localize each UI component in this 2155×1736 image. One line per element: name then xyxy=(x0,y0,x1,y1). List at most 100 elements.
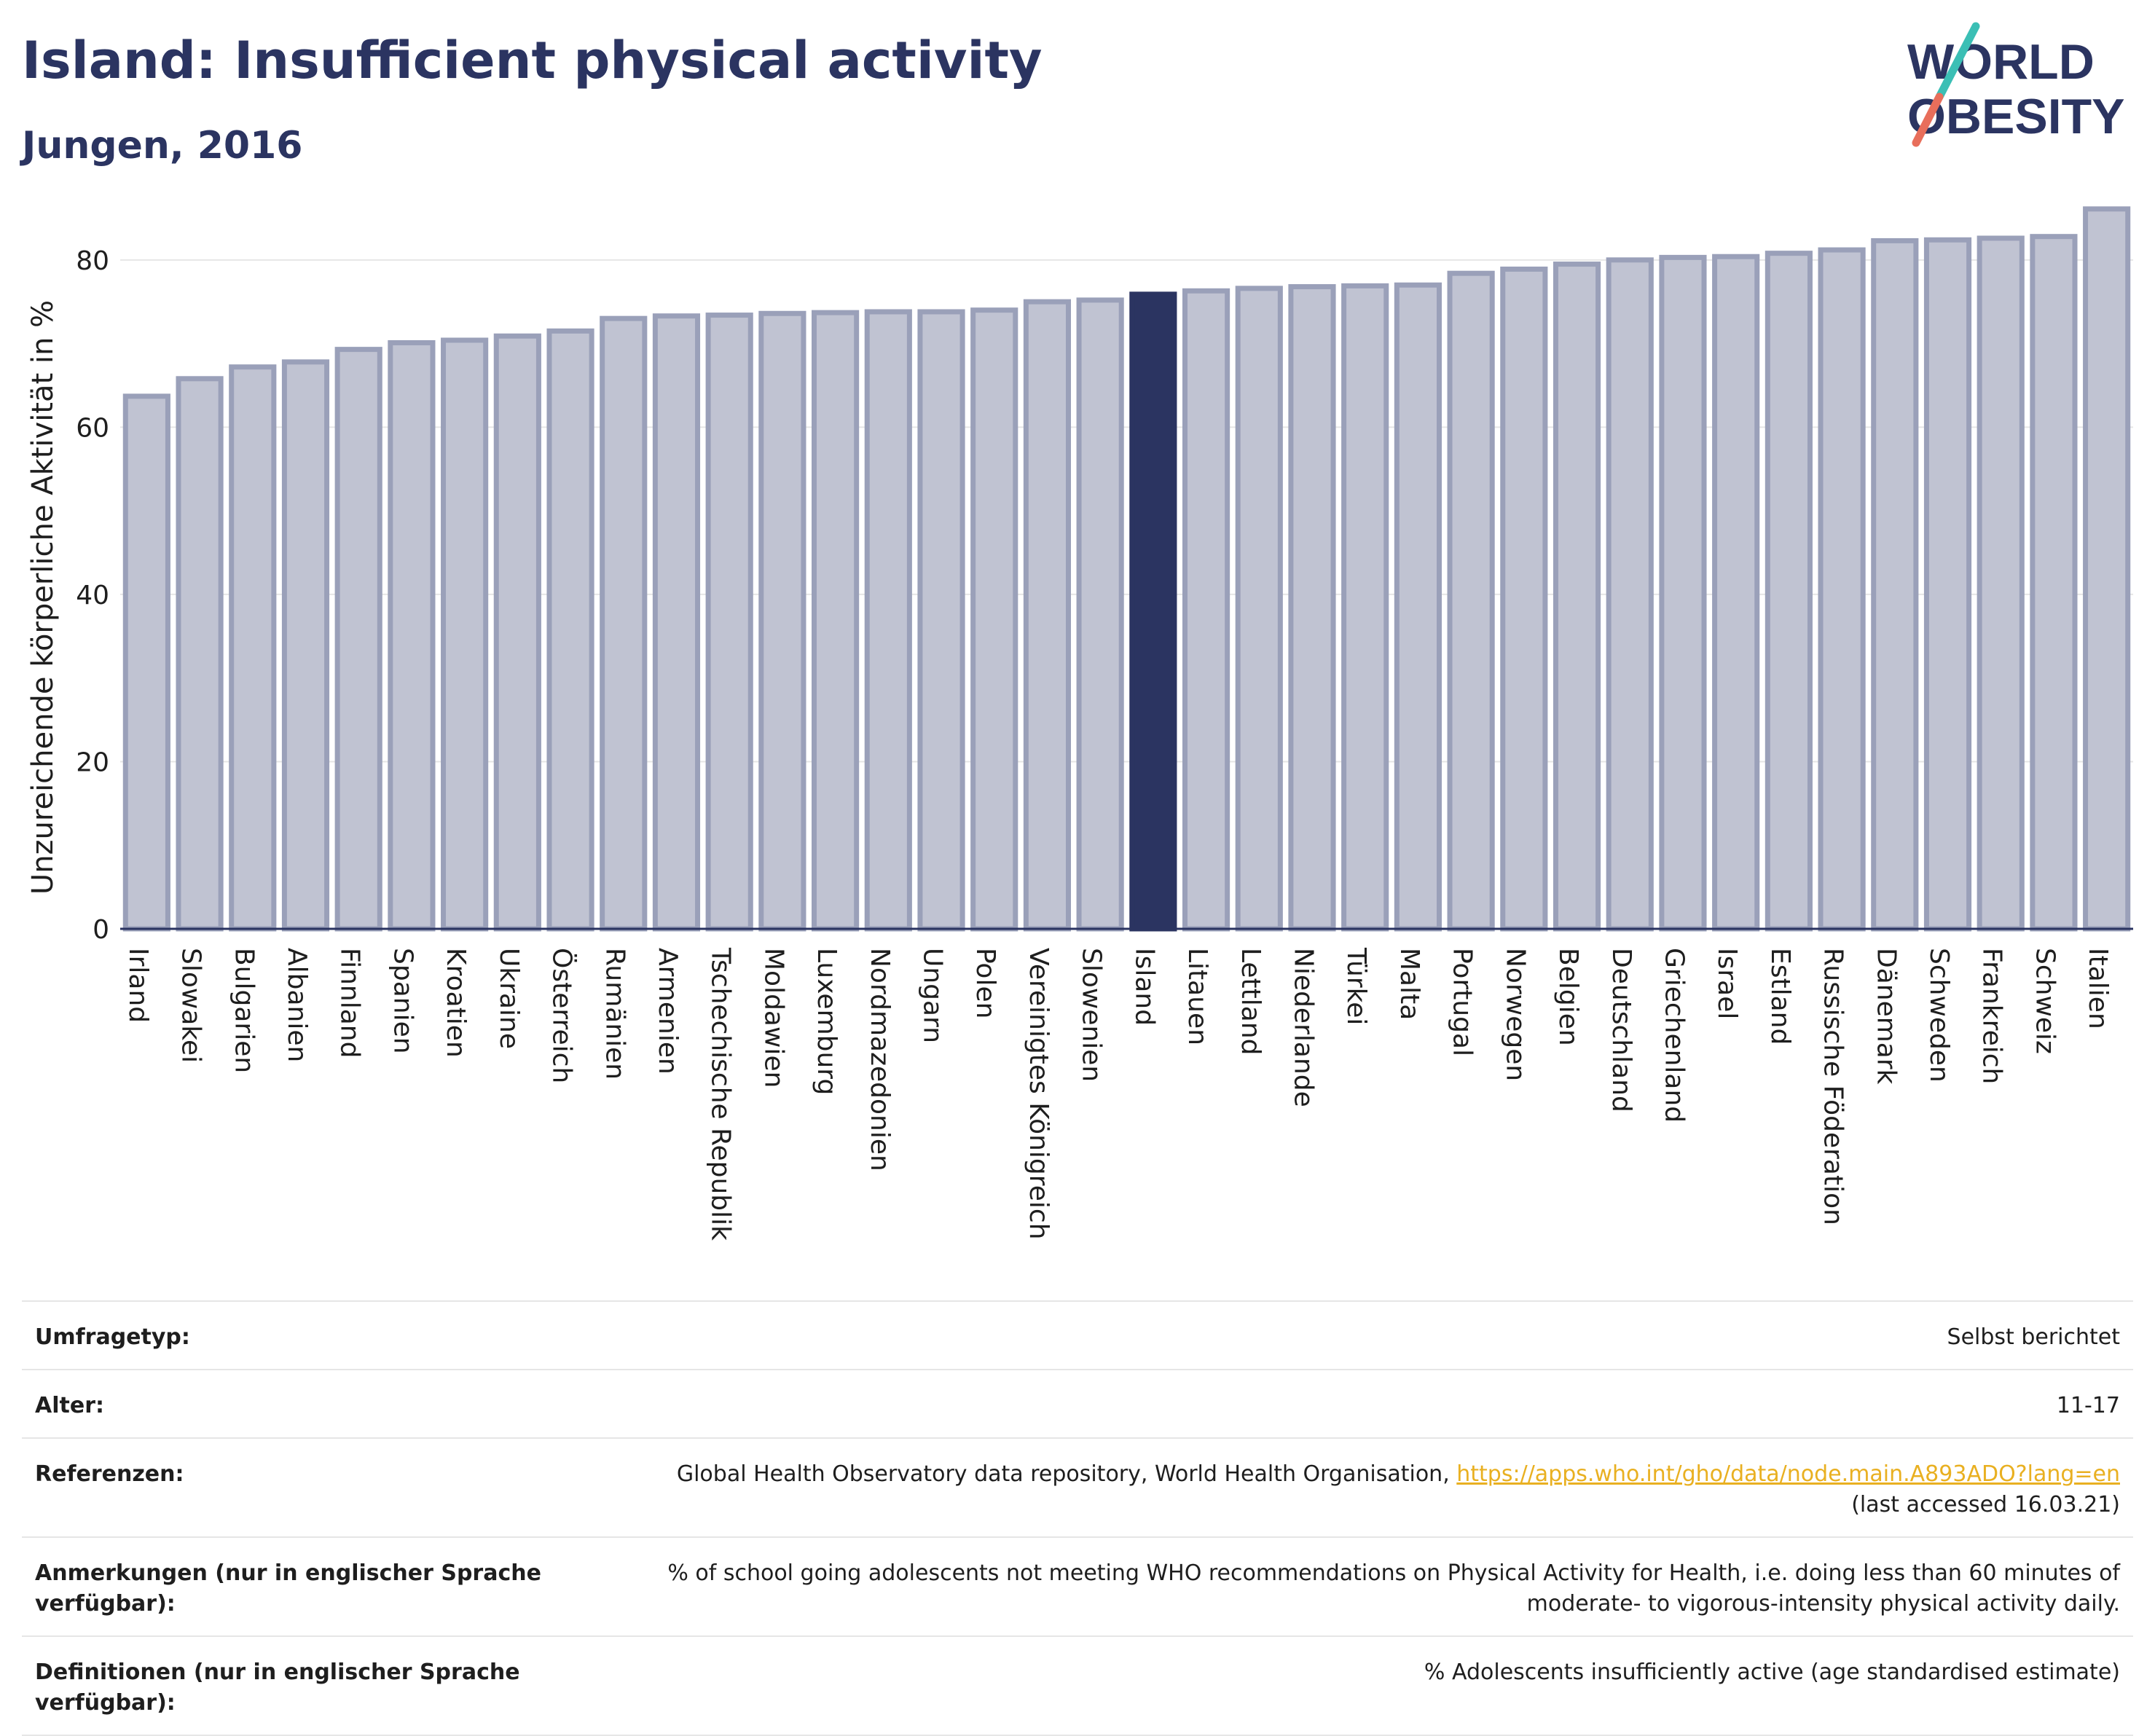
bar xyxy=(1553,262,1601,932)
svg-text:OBESITY: OBESITY xyxy=(1907,89,2125,144)
y-axis: 0 20 40 60 80 xyxy=(76,246,109,945)
x-tick-label: Nordmazedonien xyxy=(865,948,895,1171)
bar xyxy=(1977,235,2025,932)
x-tick-label: Tschechische Republik xyxy=(706,947,736,1241)
meta-value: Global Health Observatory data repositor… xyxy=(616,1437,2133,1538)
meta-row-definitions: Definitionen (nur in englischer Sprache … xyxy=(22,1635,2133,1736)
x-tick-label: Griechenland xyxy=(1659,948,1689,1123)
x-axis: Irland Slowakei Bulgarien Albanien Finnland S… xyxy=(120,927,2133,1241)
bar xyxy=(1341,283,1389,932)
x-tick-label: Belgien xyxy=(1553,948,1583,1046)
bar-highlighted xyxy=(1129,291,1177,932)
bar xyxy=(1606,257,1654,932)
y-tick-label: 80 xyxy=(76,246,109,276)
bar xyxy=(864,309,912,932)
y-axis-label: Unzureichende körperliche Aktivität in % xyxy=(26,300,60,895)
x-tick-label: Türkei xyxy=(1341,947,1371,1025)
metadata-table: Umfragetyp: Selbst berichtet Alter: 11-1… xyxy=(22,1300,2133,1736)
x-tick-label: Moldawien xyxy=(758,948,788,1088)
bar-chart: 0 20 40 60 80 Irland Slowakei Bulgarien Albanie… xyxy=(26,206,2133,1241)
bar xyxy=(1923,237,1972,932)
bar xyxy=(441,337,489,932)
meta-label: Definitionen (nur in englischer Sprache … xyxy=(22,1635,616,1736)
x-tick-label: Malta xyxy=(1394,948,1424,1020)
bar xyxy=(652,313,701,932)
x-tick-label: Portugal xyxy=(1448,948,1477,1056)
x-tick-label: Armenien xyxy=(653,948,683,1075)
x-tick-label: Russische Föderation xyxy=(1818,948,1848,1225)
reference-accessed: (last accessed 16.03.21) xyxy=(1851,1492,2120,1517)
bar xyxy=(600,315,648,932)
x-tick-label: Ukraine xyxy=(494,948,524,1049)
bar xyxy=(176,376,224,932)
x-tick-label: Schweiz xyxy=(2030,948,2060,1054)
world-obesity-logo: WORLD OBESITY xyxy=(1907,22,2125,147)
bar xyxy=(1076,297,1124,932)
bar xyxy=(334,347,382,932)
meta-row-survey-type: Umfragetyp: Selbst berichtet xyxy=(22,1300,2133,1370)
x-tick-label: Kroatien xyxy=(441,948,471,1058)
bar xyxy=(758,310,806,932)
x-tick-label: Island xyxy=(1129,948,1159,1026)
bar xyxy=(1818,247,1866,932)
x-tick-label: Rumänien xyxy=(600,948,629,1080)
x-tick-label: Albanien xyxy=(282,948,312,1062)
page-subtitle: Jungen, 2016 xyxy=(22,124,303,168)
x-tick-label: Ungarn xyxy=(918,948,948,1043)
y-tick-label: 40 xyxy=(76,581,109,610)
x-tick-label: Irland xyxy=(123,948,153,1023)
meta-row-references: Referenzen: Global Health Observatory da… xyxy=(22,1437,2133,1538)
x-tick-label: Vereinigtes Königreich xyxy=(1024,948,1053,1240)
y-tick-label: 0 xyxy=(93,915,109,945)
y-tick-label: 20 xyxy=(76,747,109,777)
x-tick-label: Finnland xyxy=(335,948,365,1058)
x-tick-label: Schweden xyxy=(1924,948,1954,1083)
x-tick-label: Bulgarien xyxy=(229,948,259,1073)
bar xyxy=(281,359,330,932)
meta-row-notes: Anmerkungen (nur in englischer Sprache v… xyxy=(22,1536,2133,1637)
x-tick-label: Niederlande xyxy=(1288,948,1318,1107)
bar xyxy=(917,309,965,932)
bar xyxy=(1447,270,1495,932)
bar xyxy=(2030,234,2078,932)
bar xyxy=(388,339,436,932)
bar xyxy=(2083,206,2131,932)
bar xyxy=(1712,254,1760,932)
meta-label: Referenzen: xyxy=(22,1437,616,1538)
x-tick-label: Frankreich xyxy=(1977,948,2007,1084)
x-tick-label: Italien xyxy=(2083,948,2113,1029)
bar xyxy=(1871,237,1919,932)
bar xyxy=(1394,282,1442,932)
meta-value: % of school going adolescents not meetin… xyxy=(616,1536,2133,1637)
bar xyxy=(1288,284,1336,932)
bar xyxy=(1765,251,1813,932)
x-tick-label: Slowakei xyxy=(176,948,206,1063)
x-tick-label: Estland xyxy=(1765,948,1795,1045)
bar xyxy=(812,310,860,932)
x-tick-label: Norwegen xyxy=(1500,948,1530,1081)
page-title: Island: Insufficient physical activity xyxy=(22,31,1043,90)
meta-label: Anmerkungen (nur in englischer Sprache v… xyxy=(22,1536,616,1637)
meta-value: Selbst berichtet xyxy=(616,1300,2133,1370)
meta-label: Alter: xyxy=(22,1369,616,1439)
reference-link[interactable]: https://apps.who.int/gho/data/node.main.… xyxy=(1456,1461,2120,1487)
bars xyxy=(122,206,2131,932)
reference-text: Global Health Observatory data repositor… xyxy=(676,1461,1457,1487)
bar xyxy=(1023,299,1072,932)
y-tick-label: 60 xyxy=(76,413,109,443)
x-tick-label: Israel xyxy=(1712,948,1742,1019)
x-tick-label: Deutschland xyxy=(1606,948,1636,1112)
bar xyxy=(493,333,541,932)
bar xyxy=(546,328,594,932)
x-tick-label: Spanien xyxy=(388,948,417,1054)
x-tick-label: Luxemburg xyxy=(812,948,841,1095)
meta-value: % Adolescents insufficiently active (age… xyxy=(616,1635,2133,1736)
bar xyxy=(1235,286,1283,932)
x-tick-label: Lettland xyxy=(1236,948,1265,1056)
meta-value: 11-17 xyxy=(616,1369,2133,1439)
x-tick-label: Dänemark xyxy=(1871,948,1901,1085)
x-tick-label: Slowenien xyxy=(1077,948,1107,1082)
x-tick-label: Österreich xyxy=(547,948,578,1083)
bar xyxy=(970,307,1018,932)
meta-label: Umfragetyp: xyxy=(22,1300,616,1370)
